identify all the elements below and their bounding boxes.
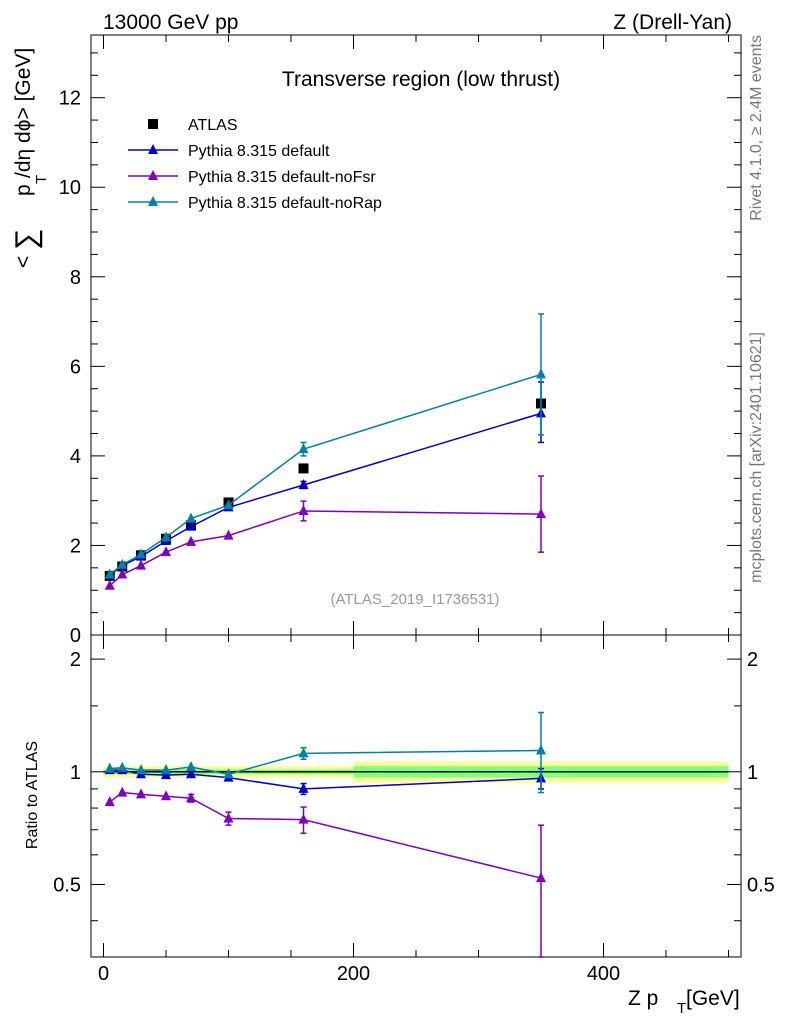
main-ytick-label: 6 xyxy=(70,356,81,378)
main-ytick-label: 2 xyxy=(70,535,81,557)
main-ytick-label: 0 xyxy=(70,625,81,647)
xlabel: Z p T [GeV] xyxy=(628,987,740,1017)
ratio-point xyxy=(186,768,196,779)
ratio-point xyxy=(104,796,115,807)
data-point xyxy=(117,568,128,579)
xtick-label: 0 xyxy=(98,963,109,985)
data-point xyxy=(298,504,309,515)
ratio-point xyxy=(117,761,128,772)
series-line xyxy=(109,510,542,587)
data-point xyxy=(536,508,546,519)
data-point xyxy=(161,546,171,557)
data-point xyxy=(117,558,128,569)
legend-label: Pythia 8.315 default-noRap xyxy=(188,195,382,212)
data-point xyxy=(104,579,115,590)
ratio-ytick-label: 1 xyxy=(70,762,81,784)
xlabel-t-sub: T xyxy=(677,1000,686,1017)
data-point xyxy=(186,512,196,523)
data-point xyxy=(223,529,234,540)
ratio-point xyxy=(186,792,196,803)
analysis-annotation: (ATLAS_2019_I1736531) xyxy=(330,591,499,608)
ratio-point xyxy=(298,747,309,758)
ylabel-sum: ∑ xyxy=(10,229,43,250)
legend-marker xyxy=(148,144,158,154)
ratio-point xyxy=(161,764,171,775)
main-ylabel: < ∑ p T /dη dϕ> [GeV] xyxy=(10,48,50,268)
data-point xyxy=(136,548,146,559)
series-line xyxy=(109,412,542,577)
ratio-point xyxy=(104,762,115,773)
main-ytick-label: 8 xyxy=(70,267,81,289)
ratio-plot-frame xyxy=(90,634,742,958)
data-point xyxy=(186,520,196,531)
ratio-series-line xyxy=(109,791,542,879)
ratio-point xyxy=(161,790,171,801)
xtick-label: 200 xyxy=(337,963,370,985)
ratio-point xyxy=(223,768,234,779)
ratio-point xyxy=(298,782,309,793)
ratio-point xyxy=(117,786,128,797)
legend-label: Pythia 8.315 default xyxy=(188,143,330,160)
ratio-point xyxy=(223,812,234,823)
header-right: Z (Drell-Yan) xyxy=(613,11,732,34)
ratio-point xyxy=(536,744,546,755)
ratio-ytick-label: 2 xyxy=(70,649,81,671)
main-ytick-label: 4 xyxy=(70,446,81,468)
data-point xyxy=(161,531,171,542)
legend-marker xyxy=(148,119,158,129)
legend-label: Pythia 8.315 default-noFsr xyxy=(188,169,376,186)
xlabel-unit: [GeV] xyxy=(686,987,740,1010)
data-point xyxy=(223,499,234,510)
legend: ATLAS Pythia 8.315 default Pythia 8.315 de… xyxy=(128,117,382,212)
ylabel-t-sub: T xyxy=(33,175,50,184)
main-title: Transverse region (low thrust) xyxy=(282,68,560,91)
data-point xyxy=(186,535,196,546)
rivet-label: Rivet 4.1.0, ≥ 2.4M events xyxy=(748,35,765,221)
ratio-ytick-label-right: 1 xyxy=(747,762,758,784)
xtick-label: 400 xyxy=(587,963,620,985)
ylabel-p: p xyxy=(12,184,35,196)
data-point xyxy=(536,368,546,379)
ratio-ytick-label-right: 0.5 xyxy=(747,874,775,896)
legend-marker xyxy=(148,170,158,180)
ratio-point xyxy=(186,760,196,771)
ylabel-open: < xyxy=(12,256,35,268)
data-point xyxy=(298,479,309,489)
data-point xyxy=(298,443,309,454)
mcplots-label: mcplots.cern.ch [arXiv:2401.10621] xyxy=(748,332,765,583)
ratio-point xyxy=(136,788,146,799)
data-point xyxy=(136,559,146,570)
data-point xyxy=(298,463,309,474)
ratio-ytick-label-right: 2 xyxy=(747,649,758,671)
series-line xyxy=(109,373,542,576)
ratio-point xyxy=(298,813,309,824)
legend-marker xyxy=(148,196,158,206)
ratio-ytick-label: 0.5 xyxy=(53,874,81,896)
ratio-point xyxy=(136,764,146,775)
main-ytick-label: 10 xyxy=(59,177,81,199)
header-left: 13000 GeV pp xyxy=(103,11,238,34)
xlabel-main: Z p xyxy=(628,987,658,1010)
data-point xyxy=(104,568,115,579)
ylabel-rest: /dη dϕ> [GeV] xyxy=(12,48,35,178)
main-ytick-label: 12 xyxy=(59,88,81,110)
legend-label: ATLAS xyxy=(188,117,238,134)
ratio-point xyxy=(536,872,546,883)
ratio-ylabel: Ratio to ATLAS xyxy=(24,741,41,849)
